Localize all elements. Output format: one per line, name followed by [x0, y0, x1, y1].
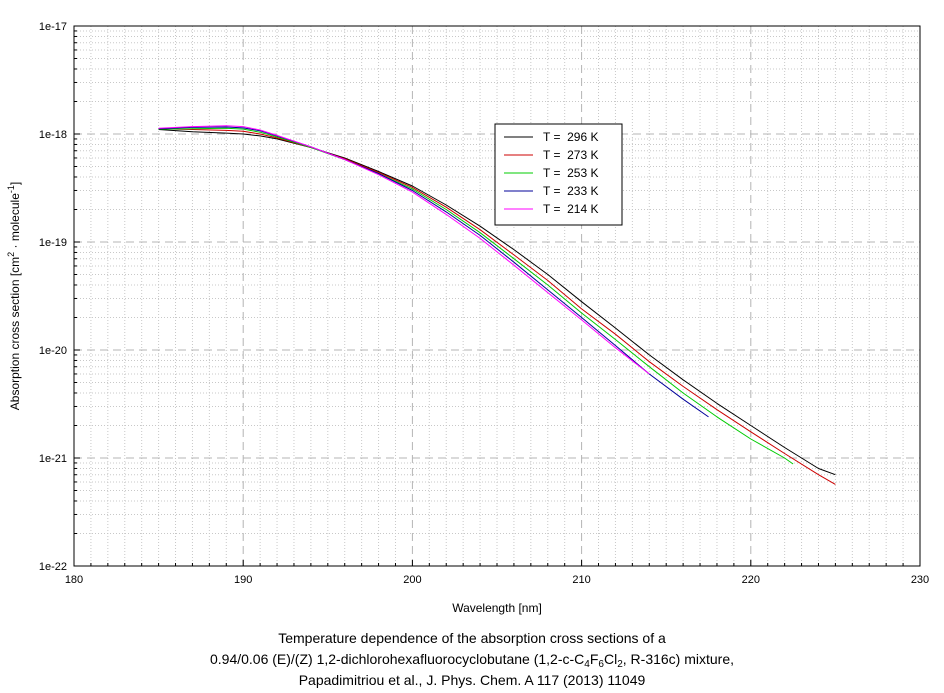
caption-line-3: Papadimitriou et al., J. Phys. Chem. A 1… [298, 672, 646, 688]
y-axis-title-sup: 2 [6, 252, 16, 257]
y-tick-label: 1e-22 [39, 561, 67, 573]
caption-line-2: 0.94/0.06 (E)/(Z) 1,2-dichlorohexafluoro… [209, 651, 735, 670]
axis-ticks [73, 25, 921, 567]
y-axis-title: Absorption cross section [cm2 · molecule… [6, 182, 22, 410]
legend-label-1: T = 273 K [543, 148, 598, 162]
caption-line-1: Temperature dependence of the absorption… [278, 630, 666, 646]
series-line-0 [158, 129, 836, 476]
y-tick-label: 1e-18 [39, 129, 67, 141]
y-axis-title-part: · molecule [8, 193, 22, 252]
minor-grid [74, 26, 920, 566]
legend-label-0: T = 296 K [543, 130, 598, 144]
x-axis-title: Wavelength [nm] [452, 601, 542, 615]
x-tick-label: 210 [572, 574, 590, 586]
series-line-1 [158, 128, 836, 485]
tick-labels: 180 190 200 210 220 230 1e-22 1e-21 1e-20 1e-19 1e… [39, 21, 929, 586]
y-axis-title-sup: -1 [6, 185, 16, 193]
series-line-2 [158, 127, 794, 465]
caption: Temperature dependence of the absorption… [0, 628, 944, 691]
legend-box [494, 123, 623, 226]
legend: T = 296 K T = 273 K T = 253 K T = 233 K T = … [494, 123, 623, 226]
x-tick-label: 200 [403, 574, 421, 586]
series-line-3 [158, 126, 709, 418]
x-tick-label: 220 [742, 574, 760, 586]
y-tick-label: 1e-17 [39, 21, 67, 33]
x-tick-label: 180 [65, 574, 83, 586]
y-axis-title-part: ] [8, 182, 22, 185]
y-axis-title-part: Absorption cross section [cm [8, 257, 22, 410]
legend-label-2: T = 253 K [543, 166, 598, 180]
legend-label-4: T = 214 K [543, 202, 598, 216]
y-tick-label: 1e-19 [39, 237, 67, 249]
legend-label-3: T = 233 K [543, 184, 598, 198]
y-tick-label: 1e-20 [39, 345, 67, 357]
chart: 180 190 200 210 220 230 1e-22 1e-21 1e-20 1e-19 1e… [6, 21, 929, 615]
x-tick-label: 190 [234, 574, 252, 586]
x-tick-label: 230 [911, 574, 929, 586]
series-lines [158, 125, 836, 485]
series-line-4 [158, 125, 650, 375]
y-tick-label: 1e-21 [39, 453, 67, 465]
